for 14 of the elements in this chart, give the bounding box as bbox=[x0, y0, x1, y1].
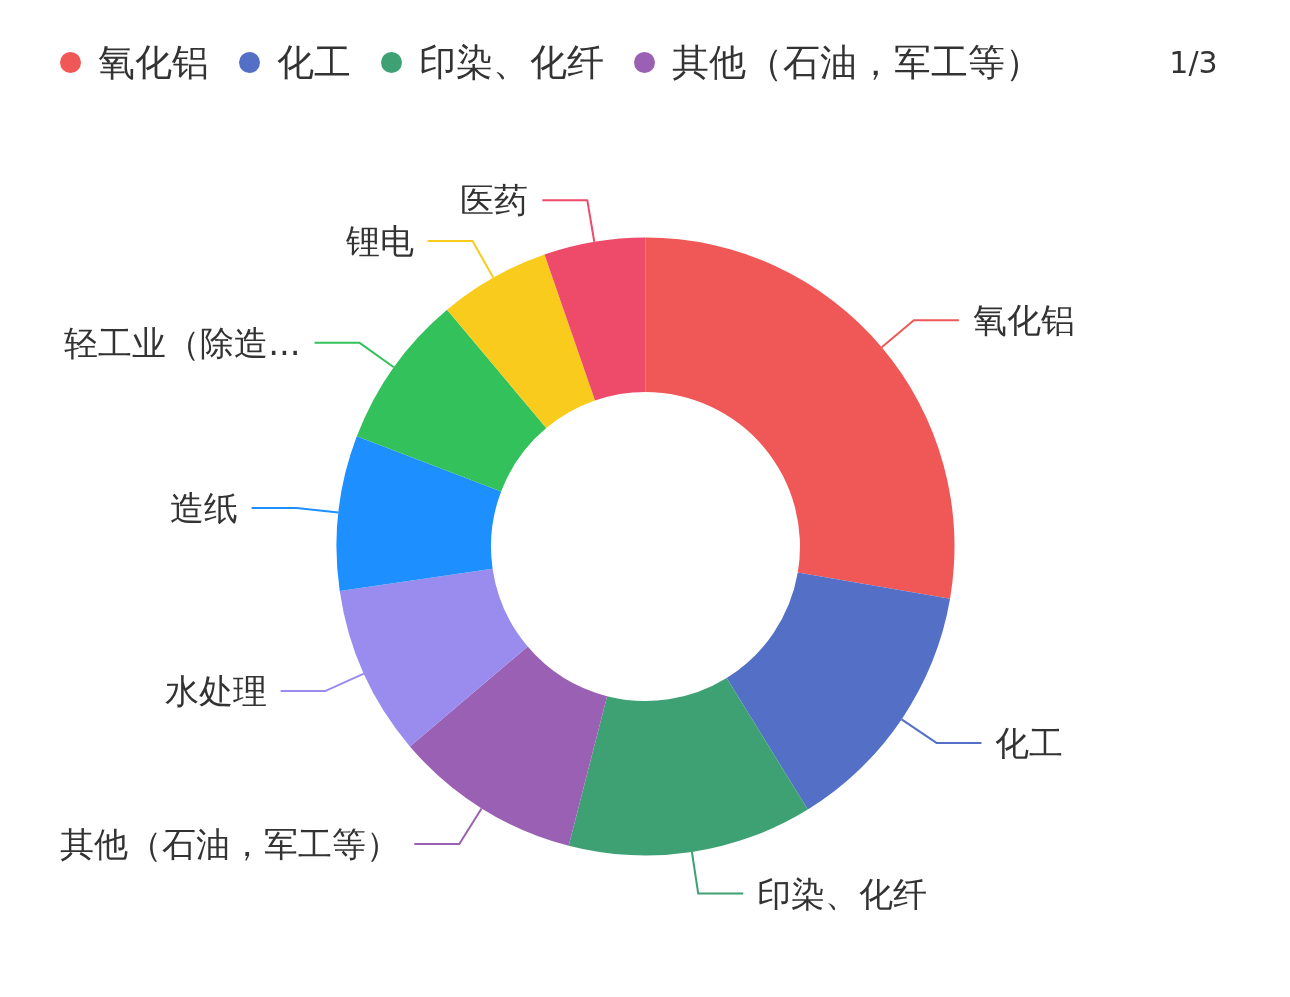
legend-label: 印染、化纤 bbox=[418, 41, 604, 84]
legend-label: 氧化铝 bbox=[97, 41, 209, 84]
slice-label: 锂电 bbox=[344, 221, 414, 262]
legend-label: 化工 bbox=[276, 41, 351, 84]
slice-label: 其他（石油，军工等） bbox=[60, 824, 401, 865]
slice-label: 轻工业（除造... bbox=[64, 322, 301, 363]
text: 1/3 bbox=[1169, 45, 1218, 80]
slice-label: 印染、化纤 bbox=[757, 873, 928, 914]
slice-label: 氧化铝 bbox=[972, 300, 1075, 341]
legend-label: 其他（石油，军工等） bbox=[671, 41, 1042, 84]
slice-label: 造纸 bbox=[169, 487, 238, 528]
slice-label: 医药 bbox=[460, 180, 529, 221]
slice-label: 水处理 bbox=[164, 670, 267, 711]
slice-label: 化工 bbox=[995, 722, 1064, 763]
